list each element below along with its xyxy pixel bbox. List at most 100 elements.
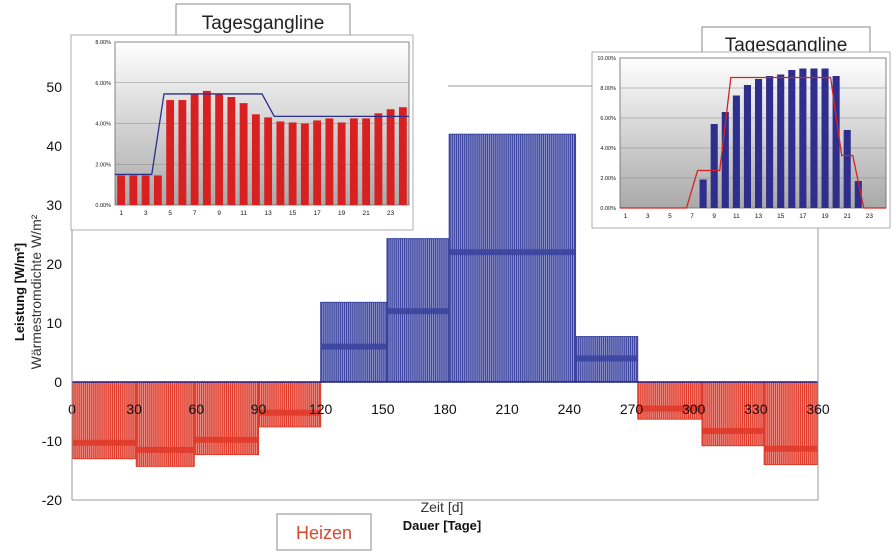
inset-bar bbox=[799, 68, 807, 208]
inset-y-tick-label: 2.00% bbox=[95, 162, 111, 168]
inset-y-tick-label: 0.00% bbox=[95, 203, 111, 209]
inset-bar bbox=[699, 179, 707, 208]
segment-average-band bbox=[72, 439, 137, 446]
inset-bar bbox=[854, 181, 862, 208]
inset-bar bbox=[374, 113, 383, 205]
inset-heating-chart: Tagesgangline 0.00% 2.00% 4.00% 6.00% 8.00% 1… bbox=[70, 3, 414, 231]
heating-segment bbox=[258, 381, 322, 428]
inset-x-tick-label: 15 bbox=[777, 213, 785, 220]
inset-cooling-chart: Tagesgangline 0.00% 2.00% 4.00% 6.00% 8.00% 1… bbox=[448, 26, 891, 229]
inset-bar bbox=[743, 85, 752, 208]
inset-bar bbox=[166, 100, 175, 205]
inset-bar bbox=[721, 112, 729, 208]
inset-bar bbox=[129, 175, 138, 205]
inset-x-tick-label: 9 bbox=[712, 213, 716, 220]
inset-x-tick-label: 17 bbox=[314, 210, 322, 217]
inset-heating-plot: 0.00%2.00%4.00%6.00%8.00%1 3 5 7 9 11 13 15 17 19… bbox=[95, 40, 410, 217]
x-tick-label: 270 bbox=[620, 401, 644, 417]
inset-y-tick-label: 2.00% bbox=[600, 176, 616, 182]
segment-average-band bbox=[449, 249, 576, 256]
inset-bar bbox=[732, 95, 740, 208]
inset-bar bbox=[843, 130, 851, 208]
y-tick-label: -20 bbox=[42, 492, 62, 508]
inset-bar bbox=[349, 118, 358, 205]
inset-x-tick-label: 23 bbox=[866, 213, 874, 220]
inset-bar bbox=[276, 121, 285, 205]
inset-x-tick-label: 5 bbox=[668, 213, 672, 220]
y-tick-label: 50 bbox=[46, 79, 62, 95]
inset-bar bbox=[227, 97, 236, 205]
inset-y-tick-label: 4.00% bbox=[600, 146, 616, 152]
inset-bar bbox=[117, 175, 126, 205]
inset-bar bbox=[190, 93, 199, 205]
inset-x-tick-label: 5 bbox=[168, 210, 172, 217]
x-tick-label: 300 bbox=[682, 401, 706, 417]
inset-x-tick-label: 3 bbox=[646, 213, 650, 220]
inset-bar bbox=[215, 93, 224, 205]
x-tick-label: 330 bbox=[744, 401, 768, 417]
inset-x-tick-label: 1 bbox=[624, 213, 628, 220]
y-tick-label: 20 bbox=[46, 256, 62, 272]
inset-cooling-plot: 0.00%2.00%4.00%6.00%8.00%10.00%1 3 5 7 9 11 13… bbox=[597, 56, 887, 220]
inset-bar bbox=[398, 107, 407, 205]
inset-y-tick-label: 8.00% bbox=[95, 40, 111, 46]
inset-bar bbox=[251, 114, 260, 205]
cooling-segment bbox=[386, 238, 450, 383]
inset-bar bbox=[777, 74, 785, 208]
y-tick-label: -10 bbox=[42, 433, 62, 449]
segment-fill bbox=[320, 302, 387, 382]
inset-x-tick-label: 11 bbox=[240, 210, 247, 217]
cooling-segment bbox=[575, 336, 639, 383]
inset-cooling-title: Tagesgangline bbox=[725, 35, 848, 56]
inset-bar bbox=[202, 90, 211, 205]
segment-fill bbox=[258, 382, 321, 427]
segment-average-band bbox=[637, 405, 702, 412]
inset-y-tick-label: 8.00% bbox=[600, 86, 616, 92]
inset-bar bbox=[710, 124, 718, 208]
inset-x-tick-label: 23 bbox=[387, 210, 395, 217]
inset-bar bbox=[362, 118, 371, 205]
inset-bar bbox=[141, 175, 150, 205]
inset-x-tick-label: 13 bbox=[755, 213, 763, 220]
segment-average-band bbox=[764, 445, 818, 452]
inset-x-tick-label: 17 bbox=[799, 213, 807, 220]
heating-segment bbox=[71, 381, 137, 460]
x-tick-label: 120 bbox=[309, 401, 333, 417]
y-tick-labels: -20 -10 0 10 20 30 40 50 bbox=[42, 79, 62, 508]
inset-profile-line bbox=[620, 76, 886, 209]
x-tick-label: 30 bbox=[126, 401, 142, 417]
segment-average-band bbox=[701, 427, 765, 434]
inset-bar bbox=[300, 123, 309, 205]
inset-heating-title-box bbox=[175, 3, 351, 40]
main-data-layer bbox=[71, 133, 819, 467]
heating-segment bbox=[135, 381, 195, 467]
x-axis-label-duration: Dauer [Tage] bbox=[403, 518, 482, 533]
x-tick-label: 90 bbox=[251, 401, 267, 417]
inset-x-tick-label: 13 bbox=[265, 210, 273, 217]
inset-bar bbox=[313, 120, 322, 205]
y-tick-label: 0 bbox=[54, 374, 62, 390]
inset-x-tick-label: 15 bbox=[289, 210, 297, 217]
y-axis-label-power: Leistung [W/m²] bbox=[12, 243, 27, 341]
inset-bar bbox=[325, 118, 334, 205]
inset-bar bbox=[264, 117, 273, 205]
x-tick-label: 240 bbox=[558, 401, 582, 417]
inset-bar bbox=[386, 109, 395, 205]
inset-x-tick-label: 19 bbox=[821, 213, 829, 220]
segment-average-band bbox=[258, 409, 321, 416]
x-tick-label: 180 bbox=[433, 401, 457, 417]
y-axis-label-heat-flux: Wärmestromdichte W/m² bbox=[28, 214, 44, 369]
inset-y-tick-label: 6.00% bbox=[95, 81, 111, 87]
inset-bar bbox=[810, 68, 818, 208]
inset-y-tick-label: 10.00% bbox=[597, 56, 616, 62]
x-tick-label: 60 bbox=[189, 401, 205, 417]
inset-plot-area bbox=[619, 57, 887, 209]
y-tick-label: 10 bbox=[46, 315, 62, 331]
inset-x-tick-label: 1 bbox=[119, 210, 123, 217]
inset-y-tick-label: 6.00% bbox=[600, 116, 616, 122]
inset-bar bbox=[821, 68, 829, 208]
inset-x-tick-label: 9 bbox=[217, 210, 221, 217]
y-tick-label: 30 bbox=[46, 197, 62, 213]
